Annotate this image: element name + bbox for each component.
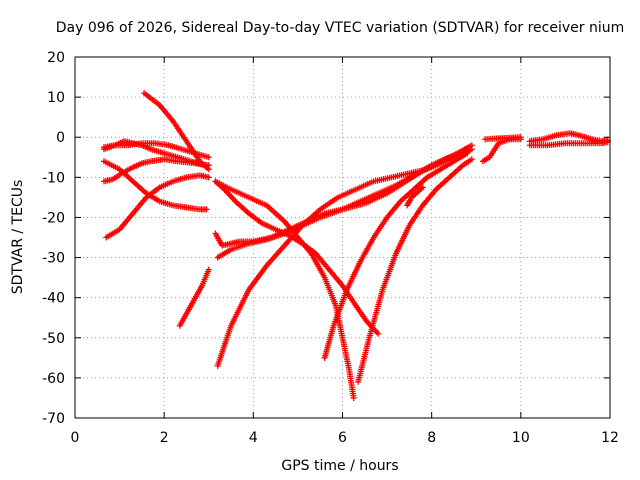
series-sat-n (355, 156, 475, 385)
y-axis-label: SDTVAR / TECUs (10, 180, 26, 295)
series-sat-f (103, 172, 212, 241)
y-tick-label: 0 (56, 130, 65, 146)
x-tick-label: 10 (512, 430, 530, 446)
grid-lines (75, 57, 610, 418)
data-point (205, 162, 212, 169)
data-point (468, 156, 475, 163)
y-tick-label: 20 (47, 50, 65, 66)
axis-ticks: 0 2 4 6 8 10 12 20 10 0 -10 -20 -30 -40 -50 -60 -70 (42, 50, 619, 446)
chart-title: Day 096 of 2026, Sidereal Day-to-day VTE… (56, 20, 625, 36)
series-sat-h (212, 178, 357, 401)
y-tick-label: -60 (42, 371, 65, 387)
y-tick-label: -10 (42, 170, 65, 186)
y-tick-label: -30 (42, 251, 65, 267)
data-point (203, 206, 210, 213)
series-sat-s (526, 139, 611, 149)
y-tick-label: -50 (42, 331, 65, 347)
data-point (205, 266, 212, 273)
series-sat-c (100, 140, 212, 161)
x-axis-label: GPS time / hours (281, 458, 398, 474)
data-point (468, 146, 475, 153)
data-point (517, 134, 524, 141)
y-tick-label: 10 (47, 90, 65, 106)
data-point (464, 150, 471, 157)
data-point (375, 330, 382, 337)
series-sat-l (214, 146, 475, 369)
series-sat-d (100, 156, 212, 185)
series-sat-o (404, 184, 426, 209)
series-sat-i (212, 178, 382, 337)
x-tick-label: 12 (601, 430, 619, 446)
series-sat-m (321, 150, 471, 361)
series-sat-a (141, 90, 212, 173)
x-tick-label: 0 (71, 430, 80, 446)
x-tick-label: 2 (160, 430, 169, 446)
data-point (205, 174, 212, 181)
x-tick-label: 8 (427, 430, 436, 446)
y-tick-label: -20 (42, 210, 65, 226)
y-tick-label: -40 (42, 291, 65, 307)
x-tick-label: 4 (249, 430, 258, 446)
series-sat-q (482, 134, 524, 143)
data-point (205, 154, 212, 161)
x-tick-label: 6 (338, 430, 347, 446)
data-point (419, 184, 426, 191)
series-sat-e (100, 158, 210, 213)
data-points (100, 90, 611, 401)
data-point (350, 394, 357, 401)
y-tick-label: -70 (42, 411, 65, 427)
series-sat-g (176, 266, 212, 329)
